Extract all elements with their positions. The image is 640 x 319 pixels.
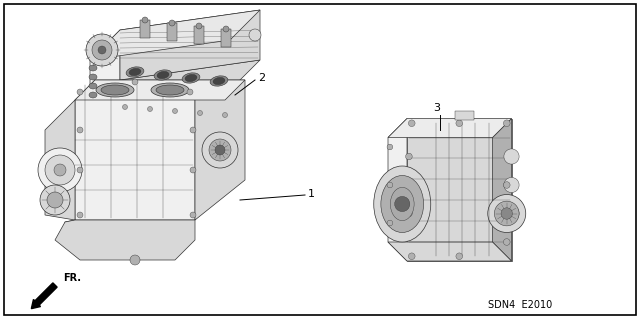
Text: 1: 1: [308, 189, 315, 199]
Ellipse shape: [374, 166, 431, 242]
Circle shape: [190, 212, 196, 218]
Ellipse shape: [89, 83, 97, 89]
Circle shape: [169, 20, 175, 26]
Circle shape: [215, 145, 225, 155]
Circle shape: [408, 253, 415, 260]
Polygon shape: [75, 80, 245, 100]
Circle shape: [494, 201, 519, 226]
Polygon shape: [120, 10, 260, 80]
Ellipse shape: [126, 67, 144, 77]
Circle shape: [77, 89, 83, 95]
Circle shape: [249, 29, 261, 41]
Circle shape: [47, 192, 63, 208]
Circle shape: [387, 182, 393, 188]
Circle shape: [190, 127, 196, 133]
Circle shape: [142, 17, 148, 23]
Polygon shape: [221, 29, 231, 47]
Ellipse shape: [156, 85, 184, 95]
Circle shape: [504, 182, 510, 188]
Text: FR.: FR.: [63, 273, 81, 283]
Polygon shape: [75, 80, 195, 220]
Text: 3: 3: [433, 103, 440, 113]
Ellipse shape: [89, 65, 97, 71]
Ellipse shape: [129, 68, 141, 76]
Circle shape: [77, 212, 83, 218]
Ellipse shape: [390, 187, 414, 221]
Polygon shape: [65, 220, 95, 245]
FancyArrow shape: [31, 283, 57, 309]
Polygon shape: [388, 118, 511, 137]
Ellipse shape: [154, 70, 172, 80]
Ellipse shape: [185, 74, 197, 82]
Circle shape: [209, 139, 231, 161]
Text: 2: 2: [258, 73, 265, 83]
Polygon shape: [195, 80, 245, 220]
Circle shape: [387, 220, 393, 226]
Circle shape: [40, 185, 70, 215]
Circle shape: [406, 210, 412, 217]
Circle shape: [92, 40, 112, 60]
Circle shape: [38, 148, 82, 192]
Circle shape: [130, 255, 140, 265]
Polygon shape: [90, 30, 120, 110]
Circle shape: [202, 132, 238, 168]
Ellipse shape: [151, 83, 189, 97]
Circle shape: [408, 120, 415, 127]
Bar: [454, 111, 474, 120]
Ellipse shape: [157, 71, 169, 78]
Polygon shape: [90, 10, 260, 60]
Ellipse shape: [89, 92, 97, 98]
Polygon shape: [493, 118, 511, 261]
Polygon shape: [167, 23, 177, 41]
Circle shape: [504, 206, 519, 221]
Circle shape: [456, 253, 463, 260]
Circle shape: [504, 239, 510, 245]
Polygon shape: [45, 100, 75, 220]
Ellipse shape: [210, 76, 228, 86]
Circle shape: [456, 120, 463, 127]
Circle shape: [406, 153, 412, 160]
Ellipse shape: [213, 78, 225, 85]
Ellipse shape: [182, 73, 200, 83]
Polygon shape: [140, 20, 150, 38]
Circle shape: [147, 107, 152, 112]
Circle shape: [504, 149, 519, 164]
Circle shape: [45, 155, 75, 185]
Circle shape: [190, 167, 196, 173]
Circle shape: [77, 167, 83, 173]
Ellipse shape: [96, 83, 134, 97]
Circle shape: [132, 79, 138, 85]
Polygon shape: [407, 118, 511, 261]
Circle shape: [86, 34, 118, 66]
Circle shape: [387, 144, 393, 150]
Text: SDN4  E2010: SDN4 E2010: [488, 300, 552, 310]
Circle shape: [54, 164, 66, 176]
Polygon shape: [90, 60, 260, 110]
Circle shape: [504, 120, 510, 127]
Circle shape: [501, 208, 513, 219]
Circle shape: [77, 127, 83, 133]
Circle shape: [122, 105, 127, 109]
Circle shape: [98, 46, 106, 54]
Polygon shape: [388, 242, 511, 261]
Circle shape: [196, 23, 202, 29]
Ellipse shape: [89, 74, 97, 80]
Circle shape: [395, 197, 410, 211]
Polygon shape: [194, 26, 204, 44]
Circle shape: [223, 113, 227, 117]
Ellipse shape: [101, 85, 129, 95]
Circle shape: [198, 110, 202, 115]
Polygon shape: [55, 220, 195, 260]
Circle shape: [488, 195, 525, 233]
Polygon shape: [388, 118, 407, 261]
Circle shape: [187, 89, 193, 95]
Circle shape: [504, 177, 519, 193]
Ellipse shape: [381, 175, 424, 233]
Circle shape: [223, 26, 229, 32]
Circle shape: [173, 108, 177, 114]
